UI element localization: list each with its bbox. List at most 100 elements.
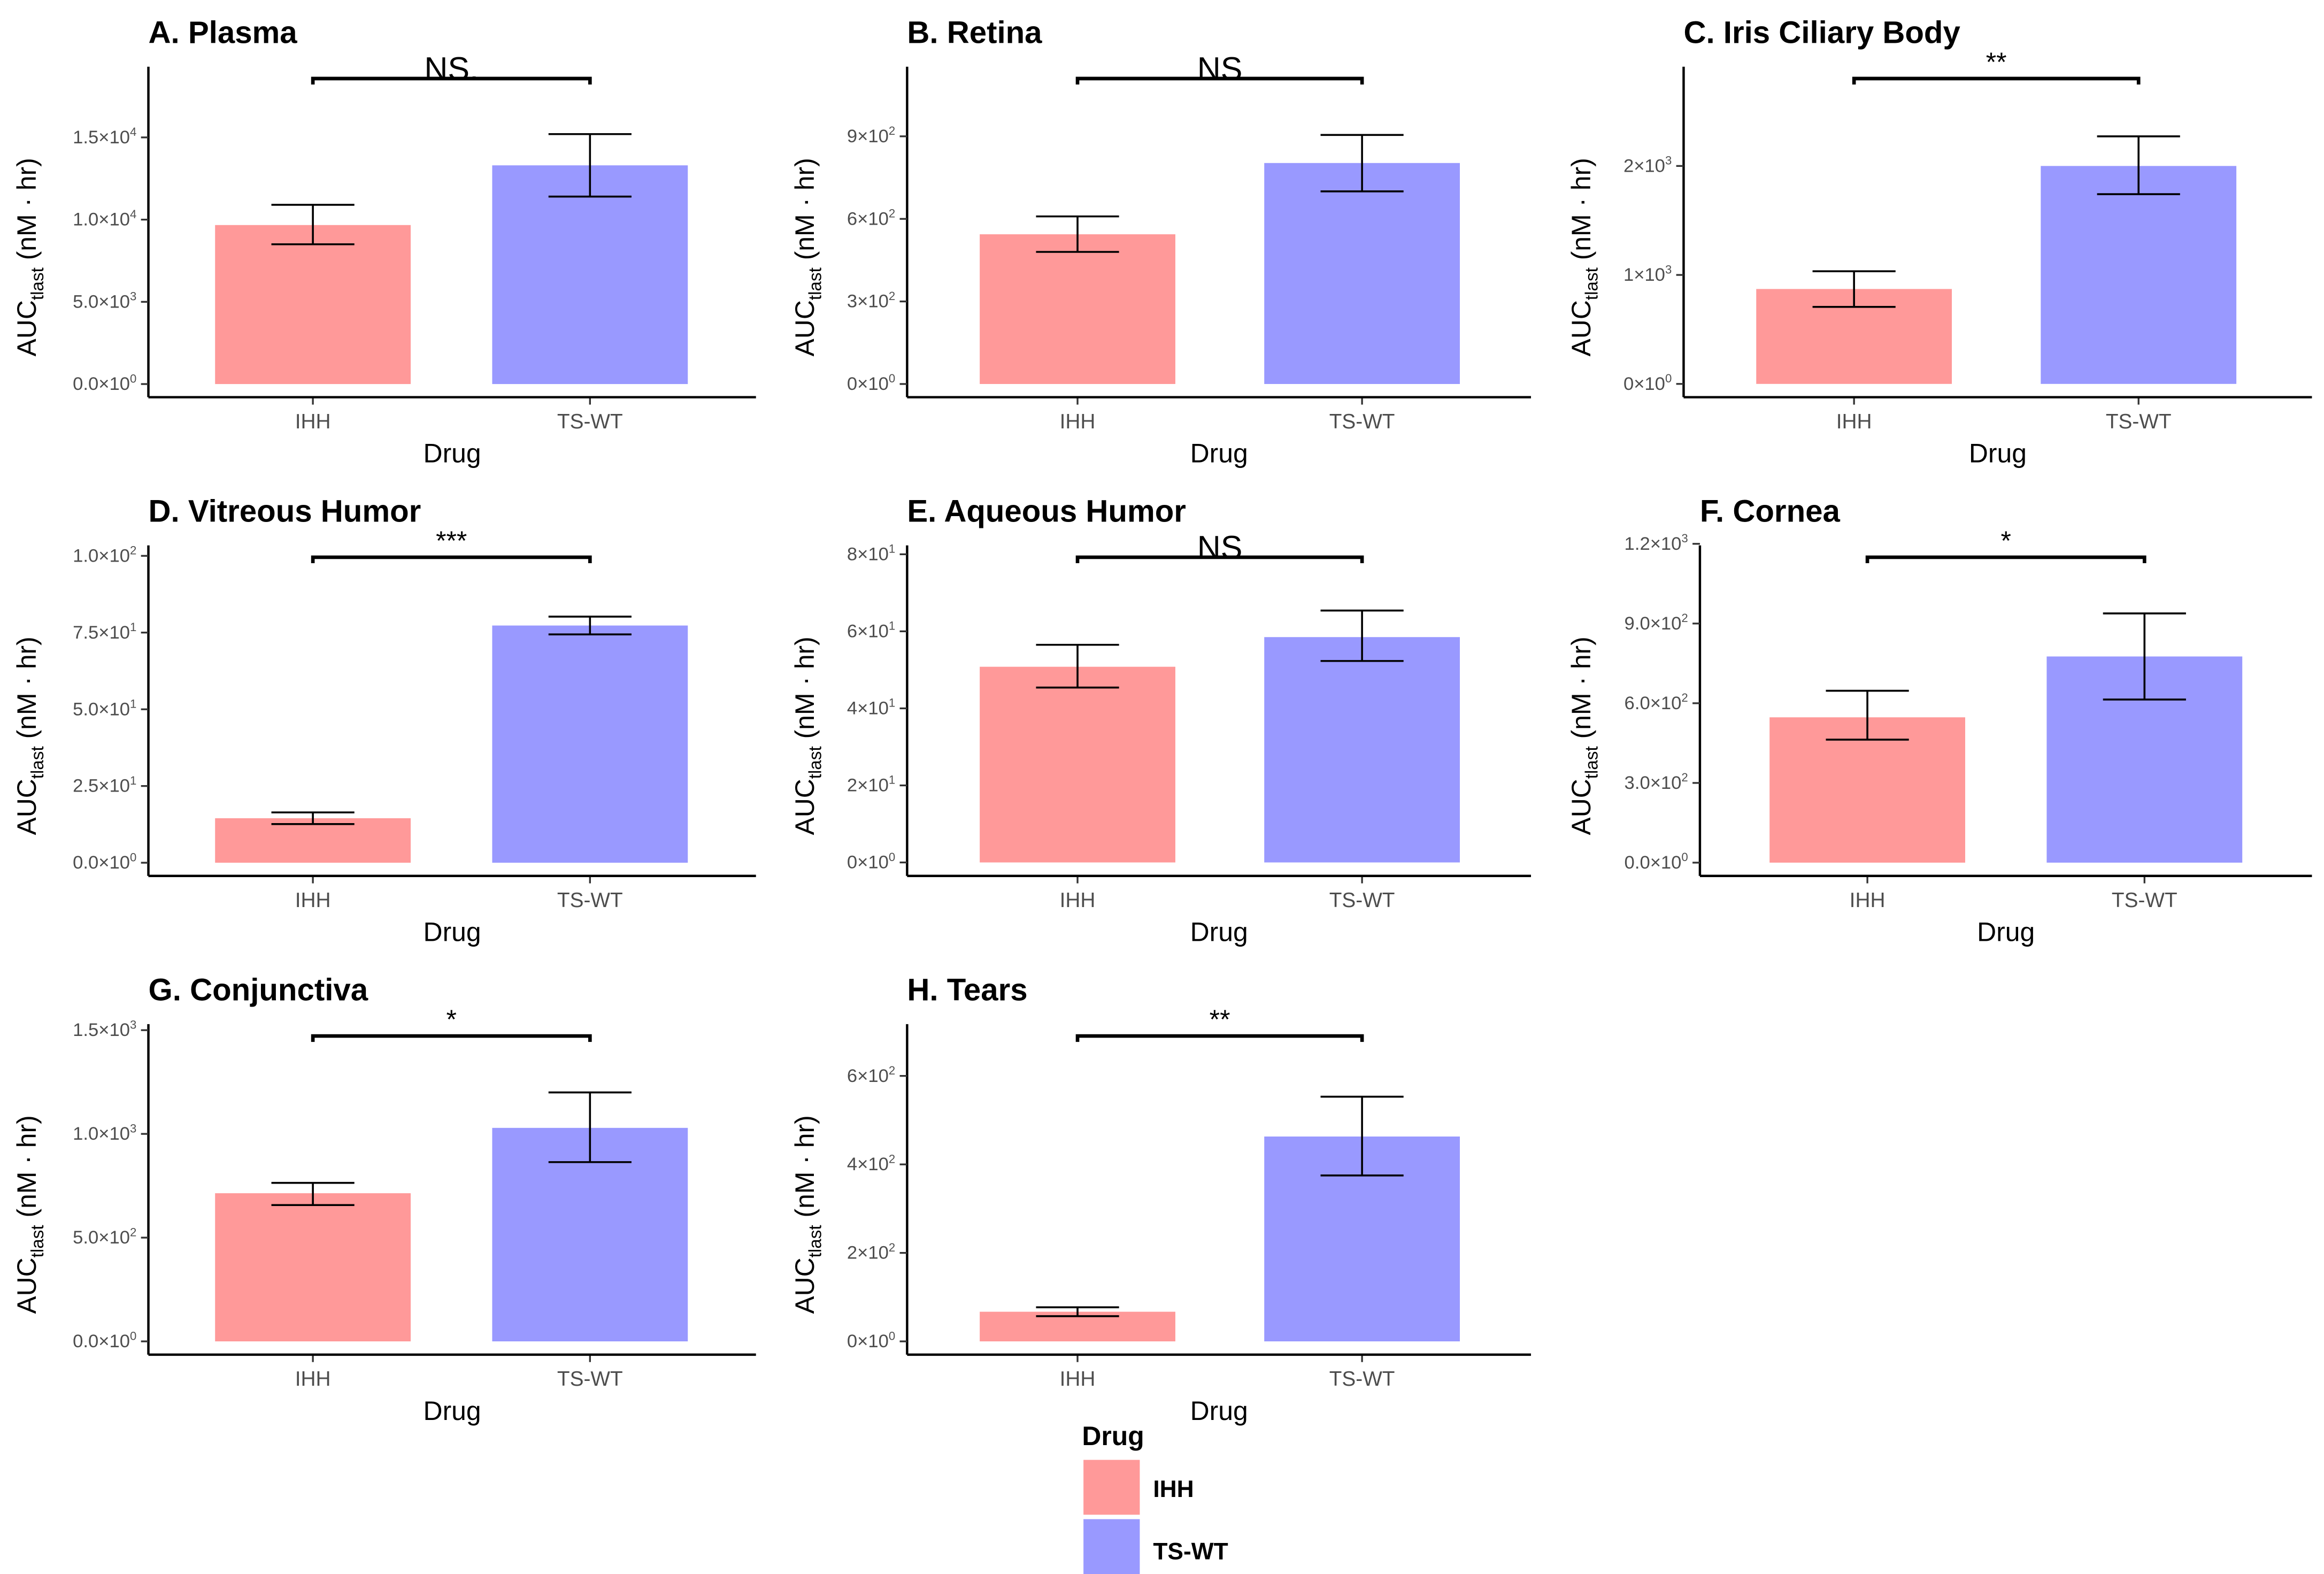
y-tick-label: 9×102 xyxy=(847,124,895,147)
bar-ts-wt xyxy=(1264,163,1460,384)
y-tick-label: 0×100 xyxy=(847,372,895,394)
x-tick-label: TS-WT xyxy=(557,889,623,912)
bar-ts-wt xyxy=(1264,637,1460,863)
y-tick-label: 3×102 xyxy=(847,289,895,312)
error-bar-ts-wt xyxy=(548,616,632,635)
panel-b-retina: B. Retina IHH TS-WT 0×100 3×102 6×102 9×102 Dru… xyxy=(790,15,1532,469)
y-tick-label: 0.0×100 xyxy=(73,1329,136,1352)
panel-e-aqueous-humor: E. Aqueous Humor IHH TS-WT 0×100 2×101 4×101 6… xyxy=(790,494,1532,947)
error-bar-ihh xyxy=(271,1181,355,1206)
legend: Drug IHH TS-WT xyxy=(1082,1421,1228,1574)
x-tick-label: IHH xyxy=(1850,889,1886,912)
legend-label-ihh: IHH xyxy=(1153,1476,1194,1502)
y-tick-label: 4×101 xyxy=(847,696,895,719)
panel-c-iris-ciliary-body: C. Iris Ciliary Body IHH TS-WT 0×100 1×103 2×… xyxy=(1566,15,2312,469)
y-axis-label: AUCtlast (nM · hr) xyxy=(790,1115,826,1314)
panel-title: D. Vitreous Humor xyxy=(149,494,421,528)
error-bar-ihh xyxy=(271,811,355,825)
error-bar-ts-wt xyxy=(2103,612,2186,701)
significance-bracket xyxy=(311,1034,592,1042)
x-tick-label: TS-WT xyxy=(2112,889,2177,912)
y-tick-label: 3.0×102 xyxy=(1625,771,1688,793)
x-axis-label: Drug xyxy=(1190,439,1248,469)
x-tick-label: IHH xyxy=(1836,410,1872,433)
bar-ts-wt xyxy=(2041,166,2237,384)
bar-ihh xyxy=(215,818,411,863)
y-tick-label: 2×102 xyxy=(847,1241,895,1263)
significance-bracket xyxy=(311,555,592,564)
x-tick-label: IHH xyxy=(1060,889,1096,912)
significance-bracket xyxy=(1075,1034,1364,1042)
y-tick-label: 1.5×103 xyxy=(73,1018,136,1040)
y-tick-label: 1.0×103 xyxy=(73,1122,136,1144)
x-tick-label: IHH xyxy=(295,1368,331,1391)
x-tick-label: IHH xyxy=(1060,410,1096,433)
significance-label: ** xyxy=(1210,1004,1230,1034)
bar-ihh xyxy=(215,1193,411,1342)
significance-bracket xyxy=(1852,76,2141,85)
significance-label: NS. xyxy=(424,51,479,87)
y-axis-label: AUCtlast (nM · hr) xyxy=(1566,636,1602,835)
y-tick-label: 1.0×102 xyxy=(73,544,136,566)
x-tick-label: IHH xyxy=(295,889,331,912)
y-tick-label: 0×100 xyxy=(847,850,895,873)
x-tick-label: TS-WT xyxy=(2106,410,2172,433)
significance-label: NS xyxy=(1197,529,1243,566)
y-axis-label: AUCtlast (nM · hr) xyxy=(790,158,826,356)
significance-bracket xyxy=(1075,555,1364,564)
y-tick-label: 0.0×100 xyxy=(1625,850,1688,873)
panel-title: E. Aqueous Humor xyxy=(907,494,1186,528)
error-bar-ihh xyxy=(271,204,355,245)
y-tick-label: 1.5×104 xyxy=(73,125,136,148)
x-axis-label: Drug xyxy=(1969,439,2027,469)
error-bar-ts-wt xyxy=(548,133,632,198)
y-tick-label: 2×103 xyxy=(1623,154,1672,176)
y-tick-label: 2×101 xyxy=(847,773,895,796)
y-axis-label: AUCtlast (nM · hr) xyxy=(12,158,48,356)
x-tick-label: IHH xyxy=(1060,1368,1096,1391)
y-tick-label: 6.0×102 xyxy=(1625,691,1688,713)
y-tick-label: 6×102 xyxy=(847,206,895,229)
y-tick-label: 4×102 xyxy=(847,1152,895,1174)
bar-ts-wt xyxy=(492,625,688,863)
panel-a-plasma: A. Plasma IHH TS-WT 0.0×100 5.0×103 1.0×104 1.… xyxy=(12,15,756,469)
y-axis-label: AUCtlast (nM · hr) xyxy=(12,1115,48,1314)
error-bar-ihh xyxy=(1036,643,1119,689)
y-tick-label: 5.0×102 xyxy=(73,1225,136,1248)
panel-g-conjunctiva: G. Conjunctiva IHH TS-WT 0.0×100 5.0×102 1.0×… xyxy=(12,973,756,1426)
y-tick-label: 9.0×102 xyxy=(1625,611,1688,634)
y-tick-label: 0×100 xyxy=(1623,372,1672,394)
x-tick-label: TS-WT xyxy=(557,410,623,433)
y-axis-label: AUCtlast (nM · hr) xyxy=(12,636,48,835)
y-tick-label: 7.5×101 xyxy=(73,620,136,643)
error-bar-ihh xyxy=(1036,215,1119,253)
y-tick-label: 5.0×101 xyxy=(73,697,136,719)
y-tick-label: 1×103 xyxy=(1623,263,1672,285)
panel-title: H. Tears xyxy=(907,973,1027,1008)
error-bar-ihh xyxy=(1812,270,1896,308)
bar-ihh xyxy=(215,225,411,385)
panel-title: A. Plasma xyxy=(149,15,298,50)
error-bar-ts-wt xyxy=(548,1091,632,1163)
significance-label: * xyxy=(2000,526,2011,556)
x-axis-label: Drug xyxy=(424,917,481,947)
bar-ts-wt xyxy=(492,1127,688,1342)
significance-bracket xyxy=(1865,555,2146,564)
significance-bracket xyxy=(1075,76,1364,85)
x-tick-label: IHH xyxy=(295,410,331,433)
panel-title: F. Cornea xyxy=(1700,494,1841,528)
significance-label: *** xyxy=(436,526,467,556)
y-tick-label: 0×100 xyxy=(847,1329,895,1352)
y-tick-label: 1.2×103 xyxy=(1625,532,1688,554)
legend-swatch-ihh xyxy=(1083,1460,1140,1515)
error-bar-ihh xyxy=(1826,689,1909,741)
x-tick-label: TS-WT xyxy=(1329,889,1395,912)
y-tick-label: 5.0×103 xyxy=(73,290,136,312)
y-tick-label: 2.5×101 xyxy=(73,774,136,796)
x-axis-label: Drug xyxy=(1977,917,2035,947)
panels: A. Plasma IHH TS-WT 0.0×100 5.0×103 1.0×104 1.… xyxy=(12,15,2312,1426)
significance-label: NS xyxy=(1197,51,1243,87)
y-tick-label: 1.0×104 xyxy=(73,208,136,230)
y-tick-label: 0.0×100 xyxy=(73,850,136,873)
